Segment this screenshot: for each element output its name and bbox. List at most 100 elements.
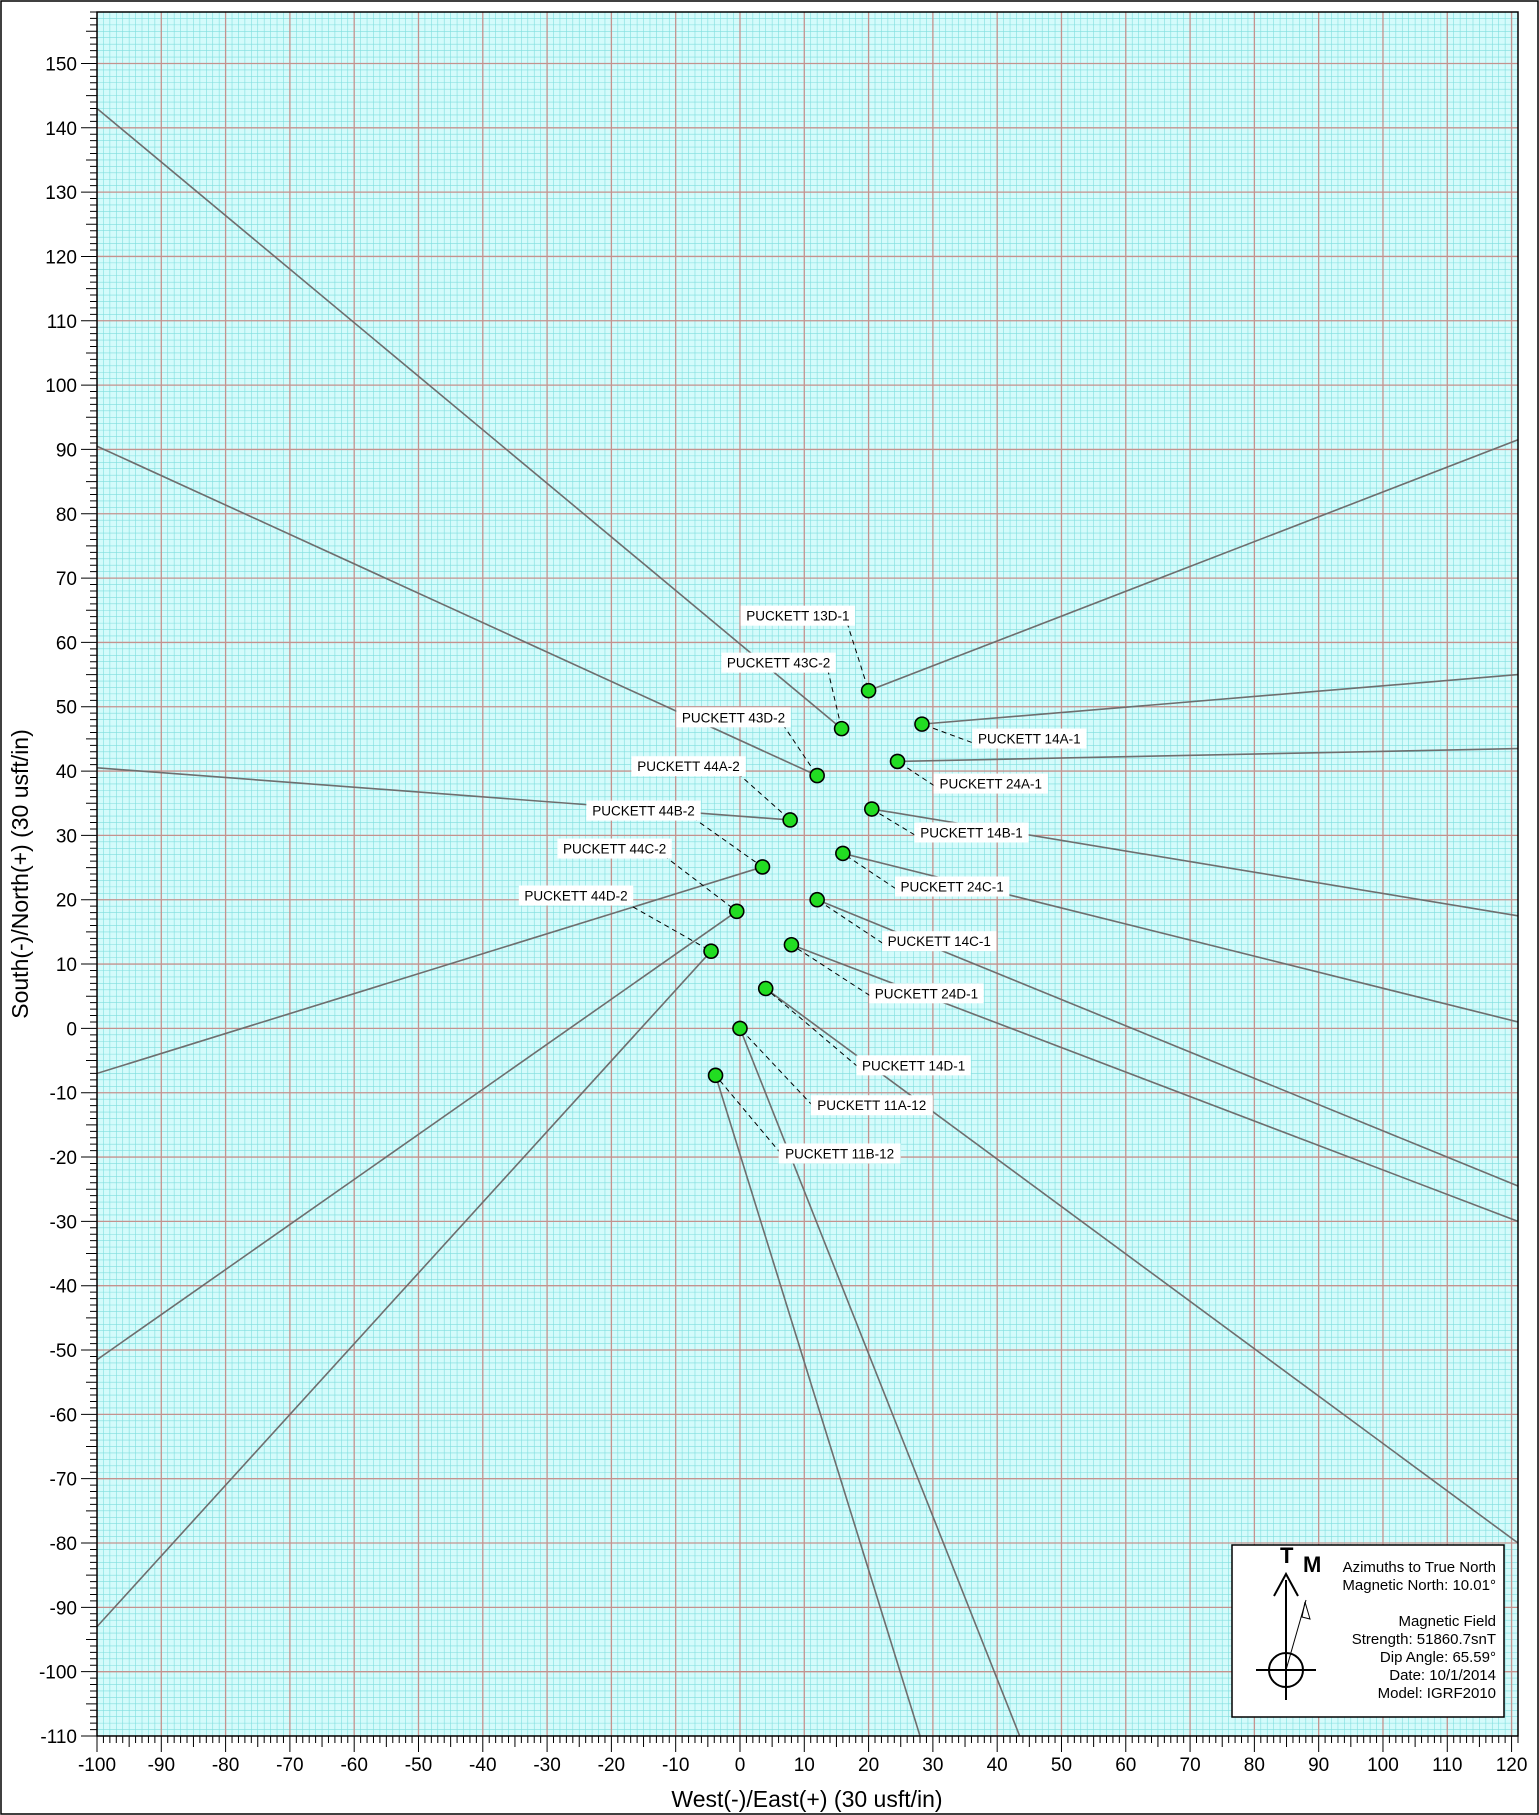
x-axis-ticks	[96, 1736, 1519, 1752]
y-tick-label: 150	[45, 54, 77, 75]
x-tick-marks	[96, 1736, 1519, 1752]
well-label: PUCKETT 14B-1	[920, 825, 1023, 840]
true-north-label: T	[1280, 1543, 1294, 1568]
well-label: PUCKETT 14C-1	[888, 934, 991, 949]
x-tick-label: 110	[1432, 1755, 1462, 1776]
x-tick-label: -90	[148, 1755, 175, 1776]
label-leader	[663, 855, 738, 912]
x-tick-label: -30	[533, 1755, 560, 1776]
label-leader	[791, 944, 878, 1001]
well-marker	[809, 767, 825, 784]
well-path	[714, 1075, 921, 1736]
well-marker	[732, 1020, 748, 1037]
well-path	[897, 747, 1518, 763]
major-grid	[97, 12, 1518, 1736]
label-leader	[842, 852, 904, 894]
x-axis-tick-labels: -100 -90 -80 -70 -60 -50 -40 -30 -20 -10 0 10 20 30 40…	[78, 1755, 1527, 1776]
legend-line-magnetic-north: Magnetic North: 10.01°	[1342, 1577, 1496, 1594]
well-label: PUCKETT 14A-1	[978, 732, 1081, 747]
x-tick-label: 50	[1051, 1755, 1072, 1776]
y-tick-label: -40	[50, 1277, 77, 1298]
label-leaders	[624, 622, 981, 1161]
x-tick-label: 120	[1496, 1755, 1528, 1776]
well-label-background	[721, 652, 836, 673]
well-label-background	[676, 707, 791, 728]
y-axis-ticks	[81, 11, 97, 1737]
well-label: PUCKETT 14D-1	[862, 1058, 965, 1073]
well-label-background	[557, 838, 672, 859]
well-marker	[783, 936, 800, 953]
label-leader	[624, 902, 712, 952]
y-tick-label: -110	[40, 1727, 77, 1748]
y-tick-label: 130	[45, 183, 77, 204]
y-axis-tick-labels: 1501401301201101009080706050403020100-10…	[39, 54, 77, 1748]
well-marker	[833, 720, 850, 737]
well-label-background	[810, 1095, 933, 1116]
y-tick-label: 30	[56, 826, 77, 847]
legend-line-model: Model: IGRF2010	[1378, 1685, 1496, 1702]
label-leader	[715, 1075, 788, 1161]
legend-box	[1231, 1544, 1505, 1718]
well-label-background	[972, 728, 1087, 749]
legend-line-date: Date: 10/1/2014	[1389, 1667, 1496, 1684]
x-tick-label: -20	[598, 1755, 625, 1776]
well-label: PUCKETT 44B-2	[592, 804, 695, 819]
y-tick-label: -90	[50, 1598, 77, 1619]
well-label: PUCKETT 44C-2	[563, 842, 666, 857]
y-tick-label: -30	[50, 1212, 77, 1233]
well-label-background	[914, 822, 1029, 843]
legend: T M Azimuths to True North Magnetic Nort…	[1231, 1543, 1505, 1718]
well-label-background	[740, 605, 856, 626]
label-leader	[739, 1028, 820, 1113]
well-label-background	[518, 885, 634, 906]
x-tick-label: 100	[1367, 1755, 1399, 1776]
y-tick-label: 80	[56, 505, 77, 526]
well-path	[97, 950, 712, 1628]
y-tick-label: -100	[39, 1663, 77, 1684]
well-marker	[860, 682, 877, 699]
y-tick-label: 20	[56, 891, 77, 912]
x-tick-label: 60	[1115, 1755, 1136, 1776]
y-tick-label: 10	[56, 955, 77, 976]
y-tick-marks	[81, 11, 97, 1737]
well-marker	[889, 753, 906, 770]
magnetic-north-label: M	[1303, 1552, 1321, 1577]
label-leader	[827, 669, 843, 729]
y-tick-label: 50	[56, 698, 77, 719]
well-marker	[863, 801, 880, 817]
x-tick-label: -10	[662, 1755, 689, 1776]
y-tick-label: -60	[50, 1405, 77, 1426]
well-label: PUCKETT 24A-1	[939, 777, 1042, 792]
x-tick-label: 30	[922, 1755, 943, 1776]
well-label-background	[778, 1143, 901, 1164]
y-tick-label: 120	[45, 247, 77, 268]
y-axis-title: South(-)/North(+) (30 usft/in)	[7, 729, 33, 1019]
well-markers	[703, 682, 930, 1084]
x-tick-label: 20	[858, 1755, 879, 1776]
north-arrow-icon	[1256, 1571, 1316, 1700]
y-tick-label: 140	[45, 119, 77, 140]
well-marker	[809, 891, 825, 908]
label-leader	[921, 723, 981, 747]
x-tick-label: 40	[987, 1755, 1008, 1776]
y-tick-label: 60	[56, 633, 77, 654]
x-tick-label: 80	[1244, 1755, 1265, 1776]
y-tick-label: -50	[50, 1341, 77, 1362]
y-tick-label: -20	[50, 1148, 77, 1169]
well-marker	[782, 812, 798, 828]
y-tick-label: 110	[47, 312, 77, 333]
well-label-background	[586, 800, 701, 821]
well-marker	[728, 903, 745, 920]
x-tick-label: 90	[1308, 1755, 1329, 1776]
y-tick-label: 0	[66, 1019, 77, 1040]
label-leader	[782, 724, 818, 776]
well-label-background	[882, 931, 997, 952]
y-tick-label: 90	[56, 440, 77, 461]
well-label: PUCKETT 43D-2	[682, 710, 785, 725]
y-tick-label: -80	[50, 1534, 77, 1555]
well-label: PUCKETT 24C-1	[901, 880, 1004, 895]
x-tick-label: -40	[469, 1755, 496, 1776]
well-label-background	[856, 1055, 971, 1076]
x-tick-label: 10	[794, 1755, 815, 1776]
